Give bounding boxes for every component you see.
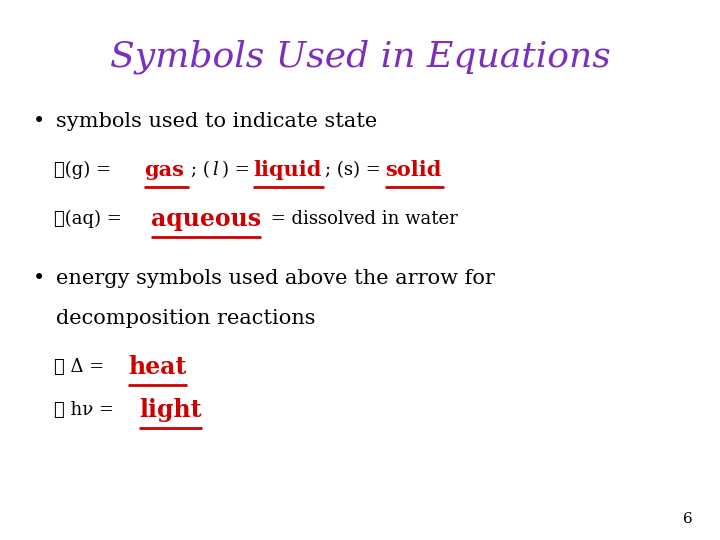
Text: energy symbols used above the arrow for: energy symbols used above the arrow for xyxy=(56,268,495,288)
Text: ✓ hν =: ✓ hν = xyxy=(54,401,114,420)
Text: ✓(g) =: ✓(g) = xyxy=(54,161,117,179)
Text: solid: solid xyxy=(385,160,441,180)
Text: ; (: ; ( xyxy=(191,161,210,179)
Text: gas: gas xyxy=(144,160,184,180)
Text: light: light xyxy=(139,399,202,422)
Text: ✓(aq) =: ✓(aq) = xyxy=(54,210,127,228)
Text: decomposition reactions: decomposition reactions xyxy=(56,309,315,328)
Text: 6: 6 xyxy=(683,512,693,526)
Text: symbols used to indicate state: symbols used to indicate state xyxy=(56,112,377,131)
Text: = dissolved in water: = dissolved in water xyxy=(265,210,458,228)
Text: aqueous: aqueous xyxy=(151,207,261,231)
Text: Symbols Used in Equations: Symbols Used in Equations xyxy=(109,39,611,74)
Text: ) =: ) = xyxy=(222,161,256,179)
Text: liquid: liquid xyxy=(253,160,322,180)
Text: ; (s) =: ; (s) = xyxy=(325,161,387,179)
Text: •: • xyxy=(32,111,45,132)
Text: ✓ Δ =: ✓ Δ = xyxy=(54,358,110,376)
Text: •: • xyxy=(32,268,45,288)
Text: heat: heat xyxy=(128,355,186,379)
Text: l: l xyxy=(212,161,218,179)
